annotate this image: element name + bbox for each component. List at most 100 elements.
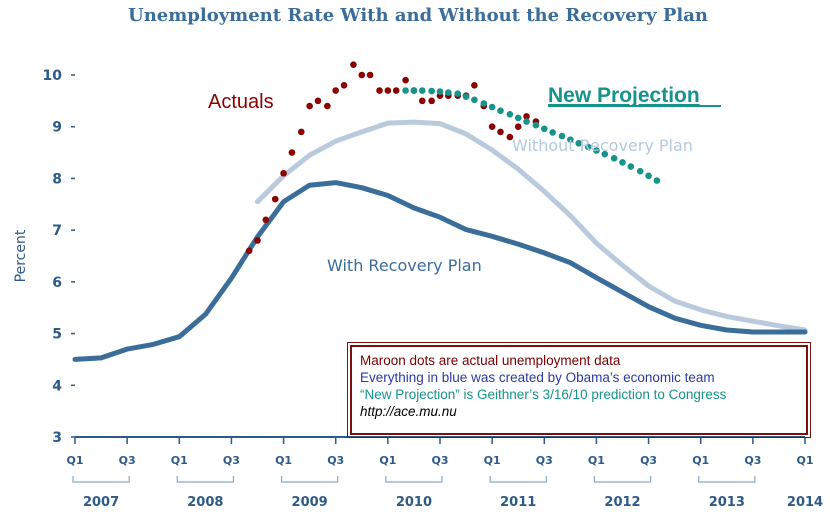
series-line-with-recovery-plan [72,180,808,362]
data-point-new-projection [636,167,644,175]
data-point-new-projection [506,111,514,118]
data-point-new-projection [584,143,592,151]
year-bracket [489,476,547,483]
data-point-new-projection [645,172,652,180]
year-label: 2008 [187,495,223,510]
y-tick-label: 5 [52,327,62,343]
data-point-actuals [298,128,305,136]
x-tick-label: Q3 [223,454,240,467]
data-point-actuals [428,97,435,105]
data-point-actuals [306,102,313,110]
y-tick-label: 10 [43,68,63,84]
note-box: Maroon dots are actual unemployment data… [347,342,811,438]
note-line-actuals: Maroon dots are actual unemployment data [360,353,621,368]
data-point-actuals [376,87,383,94]
annotation-with-plan: With Recovery Plan [327,256,482,275]
data-point-new-projection [627,163,635,170]
data-point-new-projection [558,132,566,140]
annotation-actuals: Actuals [208,91,274,113]
year-label: 2013 [709,495,745,510]
data-point-actuals [392,87,400,94]
note-line-projection: “New Projection” is Geithner’s 3/16/10 p… [360,387,727,402]
data-point-new-projection [532,121,540,129]
year-label: 2012 [604,495,640,510]
year-label: 2007 [83,495,119,510]
labels-layer: Actuals New Projection Without Recovery Pl… [208,84,721,275]
x-tick-label: Q3 [327,454,344,467]
axes: 3 4 5 6 7 8 9 10 Q1 Q3 Q1 Q3 Q1 Q3 Q1 Q3 Q1 Q3 Q1 Q3 Q1 Q3 Q1 2… [43,68,824,510]
x-tick-label: Q3 [431,454,448,467]
data-point-actuals [523,113,530,120]
data-point-actuals [340,82,348,89]
year-bracket [72,476,130,483]
data-point-actuals [514,123,522,131]
x-tick-label: Q3 [119,454,136,467]
y-tick-label: 7 [52,223,62,239]
data-point-new-projection [402,87,409,94]
data-point-new-projection [575,139,582,147]
data-point-actuals [488,123,496,131]
year-bracket [698,476,756,483]
data-point-actuals [245,247,253,255]
x-tick-label: Q1 [275,454,292,467]
data-point-new-projection [454,90,462,97]
data-point-new-projection [410,87,418,94]
year-bracket [280,476,339,483]
data-point-new-projection [567,136,574,143]
year-label: 2009 [292,495,328,510]
data-point-new-projection [480,100,488,107]
data-point-new-projection [549,129,556,136]
x-tick-label: Q1 [484,454,501,467]
data-point-actuals [262,216,270,224]
series-line-without-recovery-plan [255,119,808,333]
y-tick-label: 3 [52,430,62,446]
y-tick-label: 9 [52,120,62,136]
data-point-actuals [506,133,514,141]
data-point-new-projection [610,154,618,162]
data-point-new-projection [497,107,504,114]
x-tick-label: Q1 [588,454,605,467]
data-point-new-projection [653,177,661,184]
x-tick-label: Q3 [744,454,761,467]
x-tick-label: Q1 [796,454,813,467]
x-tick-label: Q1 [379,454,396,467]
data-point-actuals [358,71,366,79]
data-point-new-projection [593,147,600,154]
data-point-actuals [254,237,261,244]
data-point-new-projection [601,150,609,158]
year-bracket [593,476,652,483]
data-point-actuals [471,82,478,89]
data-point-new-projection [462,93,470,101]
series-layer [72,61,808,362]
data-point-new-projection [445,89,452,96]
y-axis-label: Percent [13,229,29,282]
chart-title: Unemployment Rate With and Without the R… [128,5,708,26]
year-bracket [385,476,443,483]
note-line-blue: Everything in blue was created by Obama’… [360,370,715,385]
data-point-actuals [280,169,287,177]
data-point-new-projection [523,118,530,125]
year-bracket [176,476,235,483]
data-point-actuals [332,87,340,94]
year-label: 2011 [500,495,536,510]
x-tick-label: Q1 [66,454,83,467]
data-point-new-projection [418,87,426,94]
data-point-actuals [324,102,331,110]
annotation-new-projection: New Projection [548,84,700,107]
note-line-source: http://ace.mu.nu [360,404,457,419]
y-tick-label: 6 [52,275,62,291]
x-tick-label: Q3 [640,454,657,467]
data-point-new-projection [471,96,478,104]
data-point-new-projection [540,125,548,133]
data-point-actuals [497,128,504,136]
annotation-without-plan: Without Recovery Plan [512,136,693,155]
data-point-actuals [288,149,296,156]
x-tick-label: Q1 [692,454,709,467]
data-point-new-projection [488,103,496,111]
data-point-new-projection [436,88,444,95]
data-point-actuals [384,87,392,94]
year-label: 2014 [787,495,823,510]
y-tick-label: 4 [52,378,62,394]
